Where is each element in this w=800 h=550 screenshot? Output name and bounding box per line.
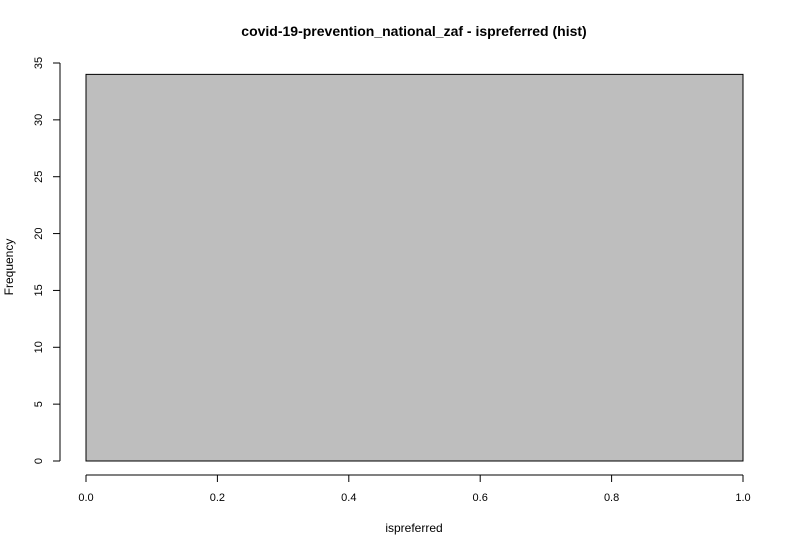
- x-axis: 0.0 0.2 0.4 0.6 0.8 1.0: [78, 474, 751, 504]
- y-tick-label-7: 35: [33, 57, 45, 69]
- x-tick-label-2: 0.4: [341, 492, 356, 504]
- y-axis-label: Frequency: [2, 239, 16, 296]
- x-tick-label-4: 0.8: [604, 492, 619, 504]
- y-tick-label-0: 0: [33, 458, 45, 464]
- histogram-bar-0: [85, 73, 744, 462]
- y-tick-label-6: 30: [33, 114, 45, 126]
- y-axis: 0 5 10 15 20 25 30 35: [33, 57, 61, 464]
- y-axis-ticks: 0 5 10 15 20 25 30 35: [33, 57, 60, 464]
- y-tick-label-4: 20: [33, 227, 45, 239]
- y-tick-label-1: 5: [33, 401, 45, 407]
- x-tick-label-1: 0.2: [210, 492, 225, 504]
- x-axis-ticks: 0.0 0.2 0.4 0.6 0.8 1.0: [78, 475, 751, 504]
- x-axis-label: ispreferred: [385, 521, 442, 535]
- bars-group: [85, 73, 744, 462]
- y-tick-label-5: 25: [33, 171, 45, 183]
- y-tick-label-2: 10: [33, 341, 45, 353]
- x-tick-label-3: 0.6: [473, 492, 488, 504]
- chart-title: covid-19-prevention_national_zaf - ispre…: [241, 23, 586, 39]
- x-tick-label-5: 1.0: [735, 492, 750, 504]
- x-tick-label-0: 0.0: [78, 492, 93, 504]
- y-tick-label-3: 15: [33, 284, 45, 296]
